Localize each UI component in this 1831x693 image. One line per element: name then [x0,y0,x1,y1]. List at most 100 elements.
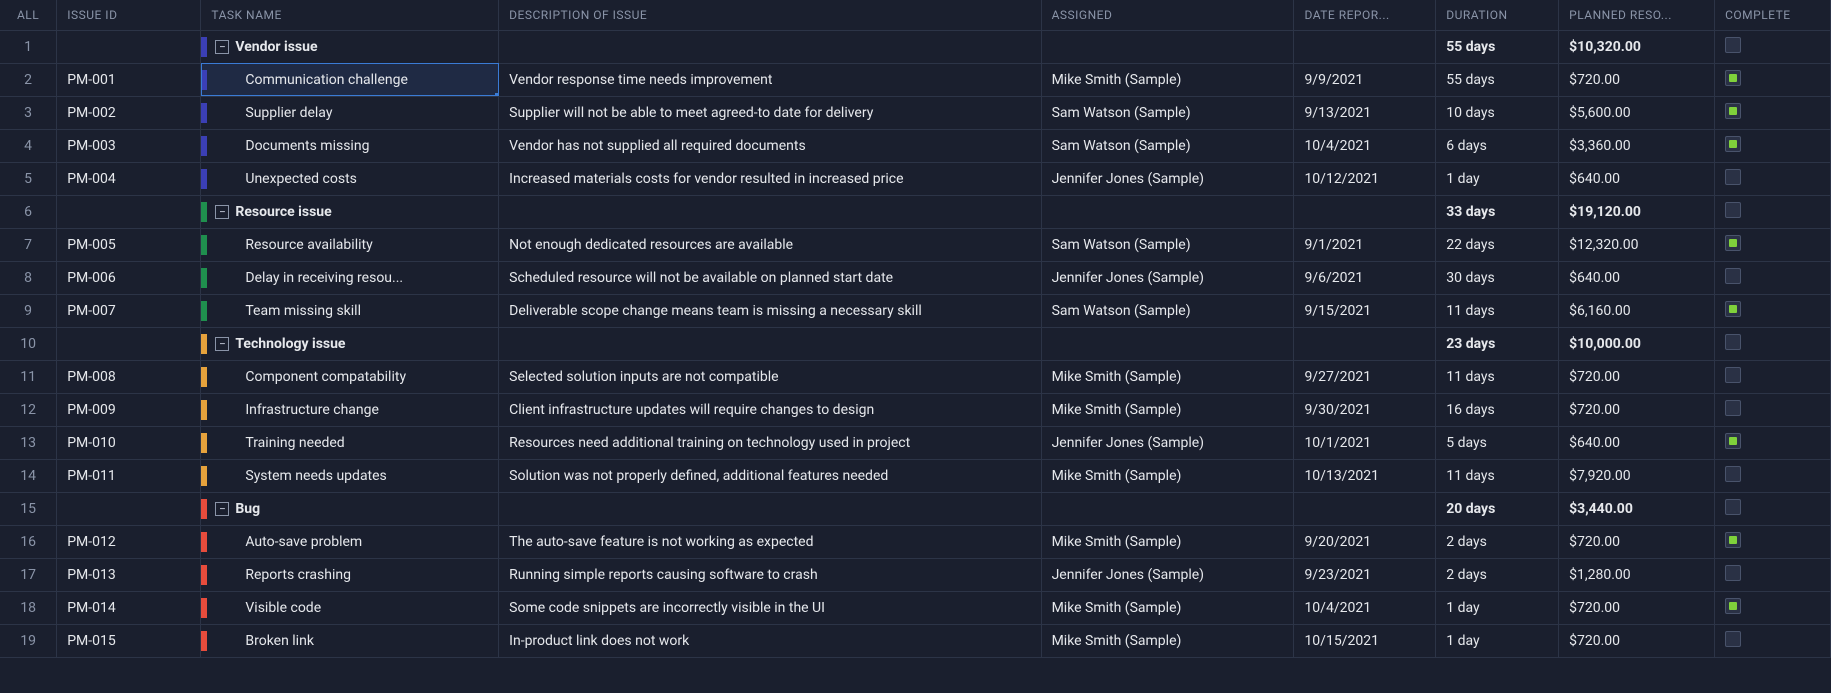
assigned-cell[interactable] [1041,492,1294,525]
row-number[interactable]: 7 [0,228,57,261]
description-cell[interactable] [499,492,1041,525]
planned-cell[interactable]: $640.00 [1559,162,1715,195]
description-cell[interactable]: Resources need additional training on te… [499,426,1041,459]
row-number[interactable]: 18 [0,591,57,624]
col-header-description[interactable]: DESCRIPTION OF ISSUE [499,0,1041,30]
date-reported-cell[interactable] [1294,492,1436,525]
assigned-cell[interactable]: Jennifer Jones (Sample) [1041,162,1294,195]
planned-cell[interactable]: $720.00 [1559,63,1715,96]
table-row[interactable]: 4PM-003Documents missingVendor has not s… [0,129,1831,162]
task-name-cell[interactable]: Broken link [201,624,499,657]
table-row[interactable]: 15−Bug20 days$3,440.00 [0,492,1831,525]
table-row[interactable]: 2PM-001Communication challengeVendor res… [0,63,1831,96]
task-name-cell[interactable]: Component compatability [201,360,499,393]
assigned-cell[interactable]: Sam Watson (Sample) [1041,129,1294,162]
complete-checkbox[interactable] [1725,235,1741,251]
planned-cell[interactable]: $10,000.00 [1559,327,1715,360]
complete-cell[interactable] [1715,360,1831,393]
planned-cell[interactable]: $640.00 [1559,426,1715,459]
planned-cell[interactable]: $3,360.00 [1559,129,1715,162]
description-cell[interactable]: Deliverable scope change means team is m… [499,294,1041,327]
duration-cell[interactable]: 6 days [1436,129,1559,162]
issue-id-cell[interactable] [57,30,201,63]
date-reported-cell[interactable]: 9/13/2021 [1294,96,1436,129]
description-cell[interactable]: Some code snippets are incorrectly visib… [499,591,1041,624]
planned-cell[interactable]: $1,280.00 [1559,558,1715,591]
task-name-cell[interactable]: Infrastructure change [201,393,499,426]
task-name-cell[interactable]: Delay in receiving resou... [201,261,499,294]
date-reported-cell[interactable]: 10/1/2021 [1294,426,1436,459]
row-number[interactable]: 6 [0,195,57,228]
assigned-cell[interactable]: Sam Watson (Sample) [1041,96,1294,129]
task-name-cell[interactable]: −Bug [201,492,499,525]
table-row[interactable]: 17PM-013Reports crashingRunning simple r… [0,558,1831,591]
complete-checkbox[interactable] [1725,268,1741,284]
date-reported-cell[interactable] [1294,30,1436,63]
task-name-cell[interactable]: Visible code [201,591,499,624]
complete-checkbox[interactable] [1725,598,1741,614]
col-header-date-reported[interactable]: DATE REPOR... [1294,0,1436,30]
assigned-cell[interactable] [1041,327,1294,360]
col-header-all[interactable]: ALL [0,0,57,30]
task-name-cell[interactable]: Documents missing [201,129,499,162]
duration-cell[interactable]: 10 days [1436,96,1559,129]
description-cell[interactable]: Running simple reports causing software … [499,558,1041,591]
complete-cell[interactable] [1715,261,1831,294]
col-header-task-name[interactable]: TASK NAME [201,0,499,30]
complete-checkbox[interactable] [1725,499,1741,515]
row-number[interactable]: 12 [0,393,57,426]
duration-cell[interactable]: 22 days [1436,228,1559,261]
table-row[interactable]: 3PM-002Supplier delaySupplier will not b… [0,96,1831,129]
col-header-issue-id[interactable]: ISSUE ID [57,0,201,30]
description-cell[interactable]: Client infrastructure updates will requi… [499,393,1041,426]
task-name-cell[interactable]: Training needed [201,426,499,459]
planned-cell[interactable]: $720.00 [1559,360,1715,393]
complete-checkbox[interactable] [1725,433,1741,449]
date-reported-cell[interactable]: 10/4/2021 [1294,591,1436,624]
date-reported-cell[interactable]: 9/1/2021 [1294,228,1436,261]
issue-id-cell[interactable]: PM-002 [57,96,201,129]
complete-cell[interactable] [1715,591,1831,624]
complete-checkbox[interactable] [1725,466,1741,482]
planned-cell[interactable]: $720.00 [1559,393,1715,426]
collapse-toggle-icon[interactable]: − [215,40,229,54]
description-cell[interactable] [499,195,1041,228]
planned-cell[interactable]: $3,440.00 [1559,492,1715,525]
issue-id-cell[interactable]: PM-004 [57,162,201,195]
col-header-assigned[interactable]: ASSIGNED [1041,0,1294,30]
duration-cell[interactable]: 33 days [1436,195,1559,228]
task-name-cell[interactable]: −Technology issue [201,327,499,360]
row-number[interactable]: 16 [0,525,57,558]
duration-cell[interactable]: 16 days [1436,393,1559,426]
complete-cell[interactable] [1715,30,1831,63]
duration-cell[interactable]: 11 days [1436,360,1559,393]
planned-cell[interactable]: $10,320.00 [1559,30,1715,63]
complete-checkbox[interactable] [1725,70,1741,86]
planned-cell[interactable]: $720.00 [1559,591,1715,624]
assigned-cell[interactable]: Sam Watson (Sample) [1041,294,1294,327]
date-reported-cell[interactable]: 9/6/2021 [1294,261,1436,294]
planned-cell[interactable]: $6,160.00 [1559,294,1715,327]
duration-cell[interactable]: 2 days [1436,525,1559,558]
table-row[interactable]: 14PM-011System needs updatesSolution was… [0,459,1831,492]
complete-cell[interactable] [1715,129,1831,162]
row-number[interactable]: 11 [0,360,57,393]
task-name-cell[interactable]: Auto-save problem [201,525,499,558]
complete-checkbox[interactable] [1725,301,1741,317]
date-reported-cell[interactable]: 9/27/2021 [1294,360,1436,393]
issue-id-cell[interactable]: PM-008 [57,360,201,393]
duration-cell[interactable]: 1 day [1436,591,1559,624]
task-name-cell[interactable]: Team missing skill [201,294,499,327]
table-row[interactable]: 19PM-015Broken linkIn-product link does … [0,624,1831,657]
table-row[interactable]: 13PM-010Training neededResources need ad… [0,426,1831,459]
task-name-cell[interactable]: System needs updates [201,459,499,492]
task-name-cell[interactable]: Reports crashing [201,558,499,591]
assigned-cell[interactable] [1041,195,1294,228]
date-reported-cell[interactable]: 10/13/2021 [1294,459,1436,492]
issue-id-cell[interactable]: PM-012 [57,525,201,558]
row-number[interactable]: 1 [0,30,57,63]
complete-checkbox[interactable] [1725,334,1741,350]
task-name-cell[interactable]: −Vendor issue [201,30,499,63]
duration-cell[interactable]: 23 days [1436,327,1559,360]
complete-checkbox[interactable] [1725,631,1741,647]
